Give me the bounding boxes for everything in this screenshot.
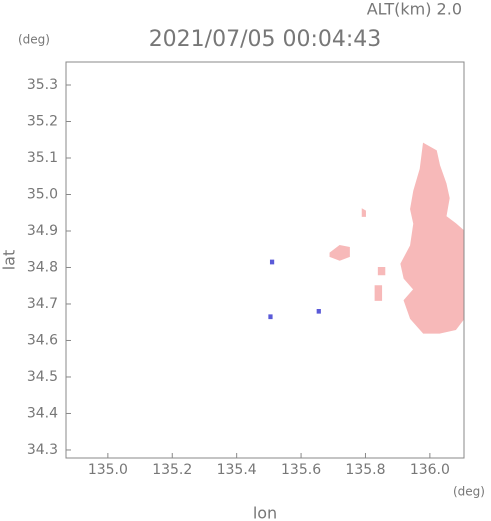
radar-echo	[361, 208, 366, 217]
y-tick-label: 34.5	[27, 369, 58, 385]
y-tick-label: 34.7	[27, 296, 58, 312]
y-tick-label: 35.3	[27, 77, 58, 93]
x-tick-label: 135.4	[217, 462, 257, 478]
y-tick-label: 34.3	[27, 442, 58, 458]
y-unit: (deg)	[18, 33, 50, 47]
radar-echo	[316, 308, 321, 314]
plot-area	[268, 142, 465, 334]
y-axis-label: lat	[0, 250, 19, 271]
x-axis-label: lon	[253, 504, 277, 521]
y-tick-label: 35.2	[27, 113, 58, 129]
radar-echo	[377, 266, 386, 276]
y-tick-label: 34.8	[27, 259, 58, 275]
x-tick-label: 135.0	[88, 462, 128, 478]
y-tick-label: 34.4	[27, 405, 58, 421]
y-tick-label: 35.1	[27, 150, 58, 166]
altitude-label: ALT(km) 2.0	[367, 0, 462, 19]
chart-title: 2021/07/05 00:04:43	[149, 27, 382, 52]
x-tick-label: 135.6	[281, 462, 321, 478]
y-tick-label: 35.0	[27, 186, 58, 202]
radar-echo	[269, 259, 275, 265]
y-tick-label: 34.9	[27, 223, 58, 239]
x-tick-label: 136.0	[410, 462, 450, 478]
plot-frame	[65, 61, 465, 459]
radar-echo	[400, 142, 465, 334]
radar-echo	[329, 245, 350, 261]
x-tick-label: 135.2	[152, 462, 192, 478]
radar-echo	[374, 285, 383, 301]
x-tick-label: 135.8	[345, 462, 385, 478]
radar-echo	[268, 314, 273, 320]
y-tick-label: 34.6	[27, 332, 58, 348]
x-unit: (deg)	[453, 485, 485, 499]
